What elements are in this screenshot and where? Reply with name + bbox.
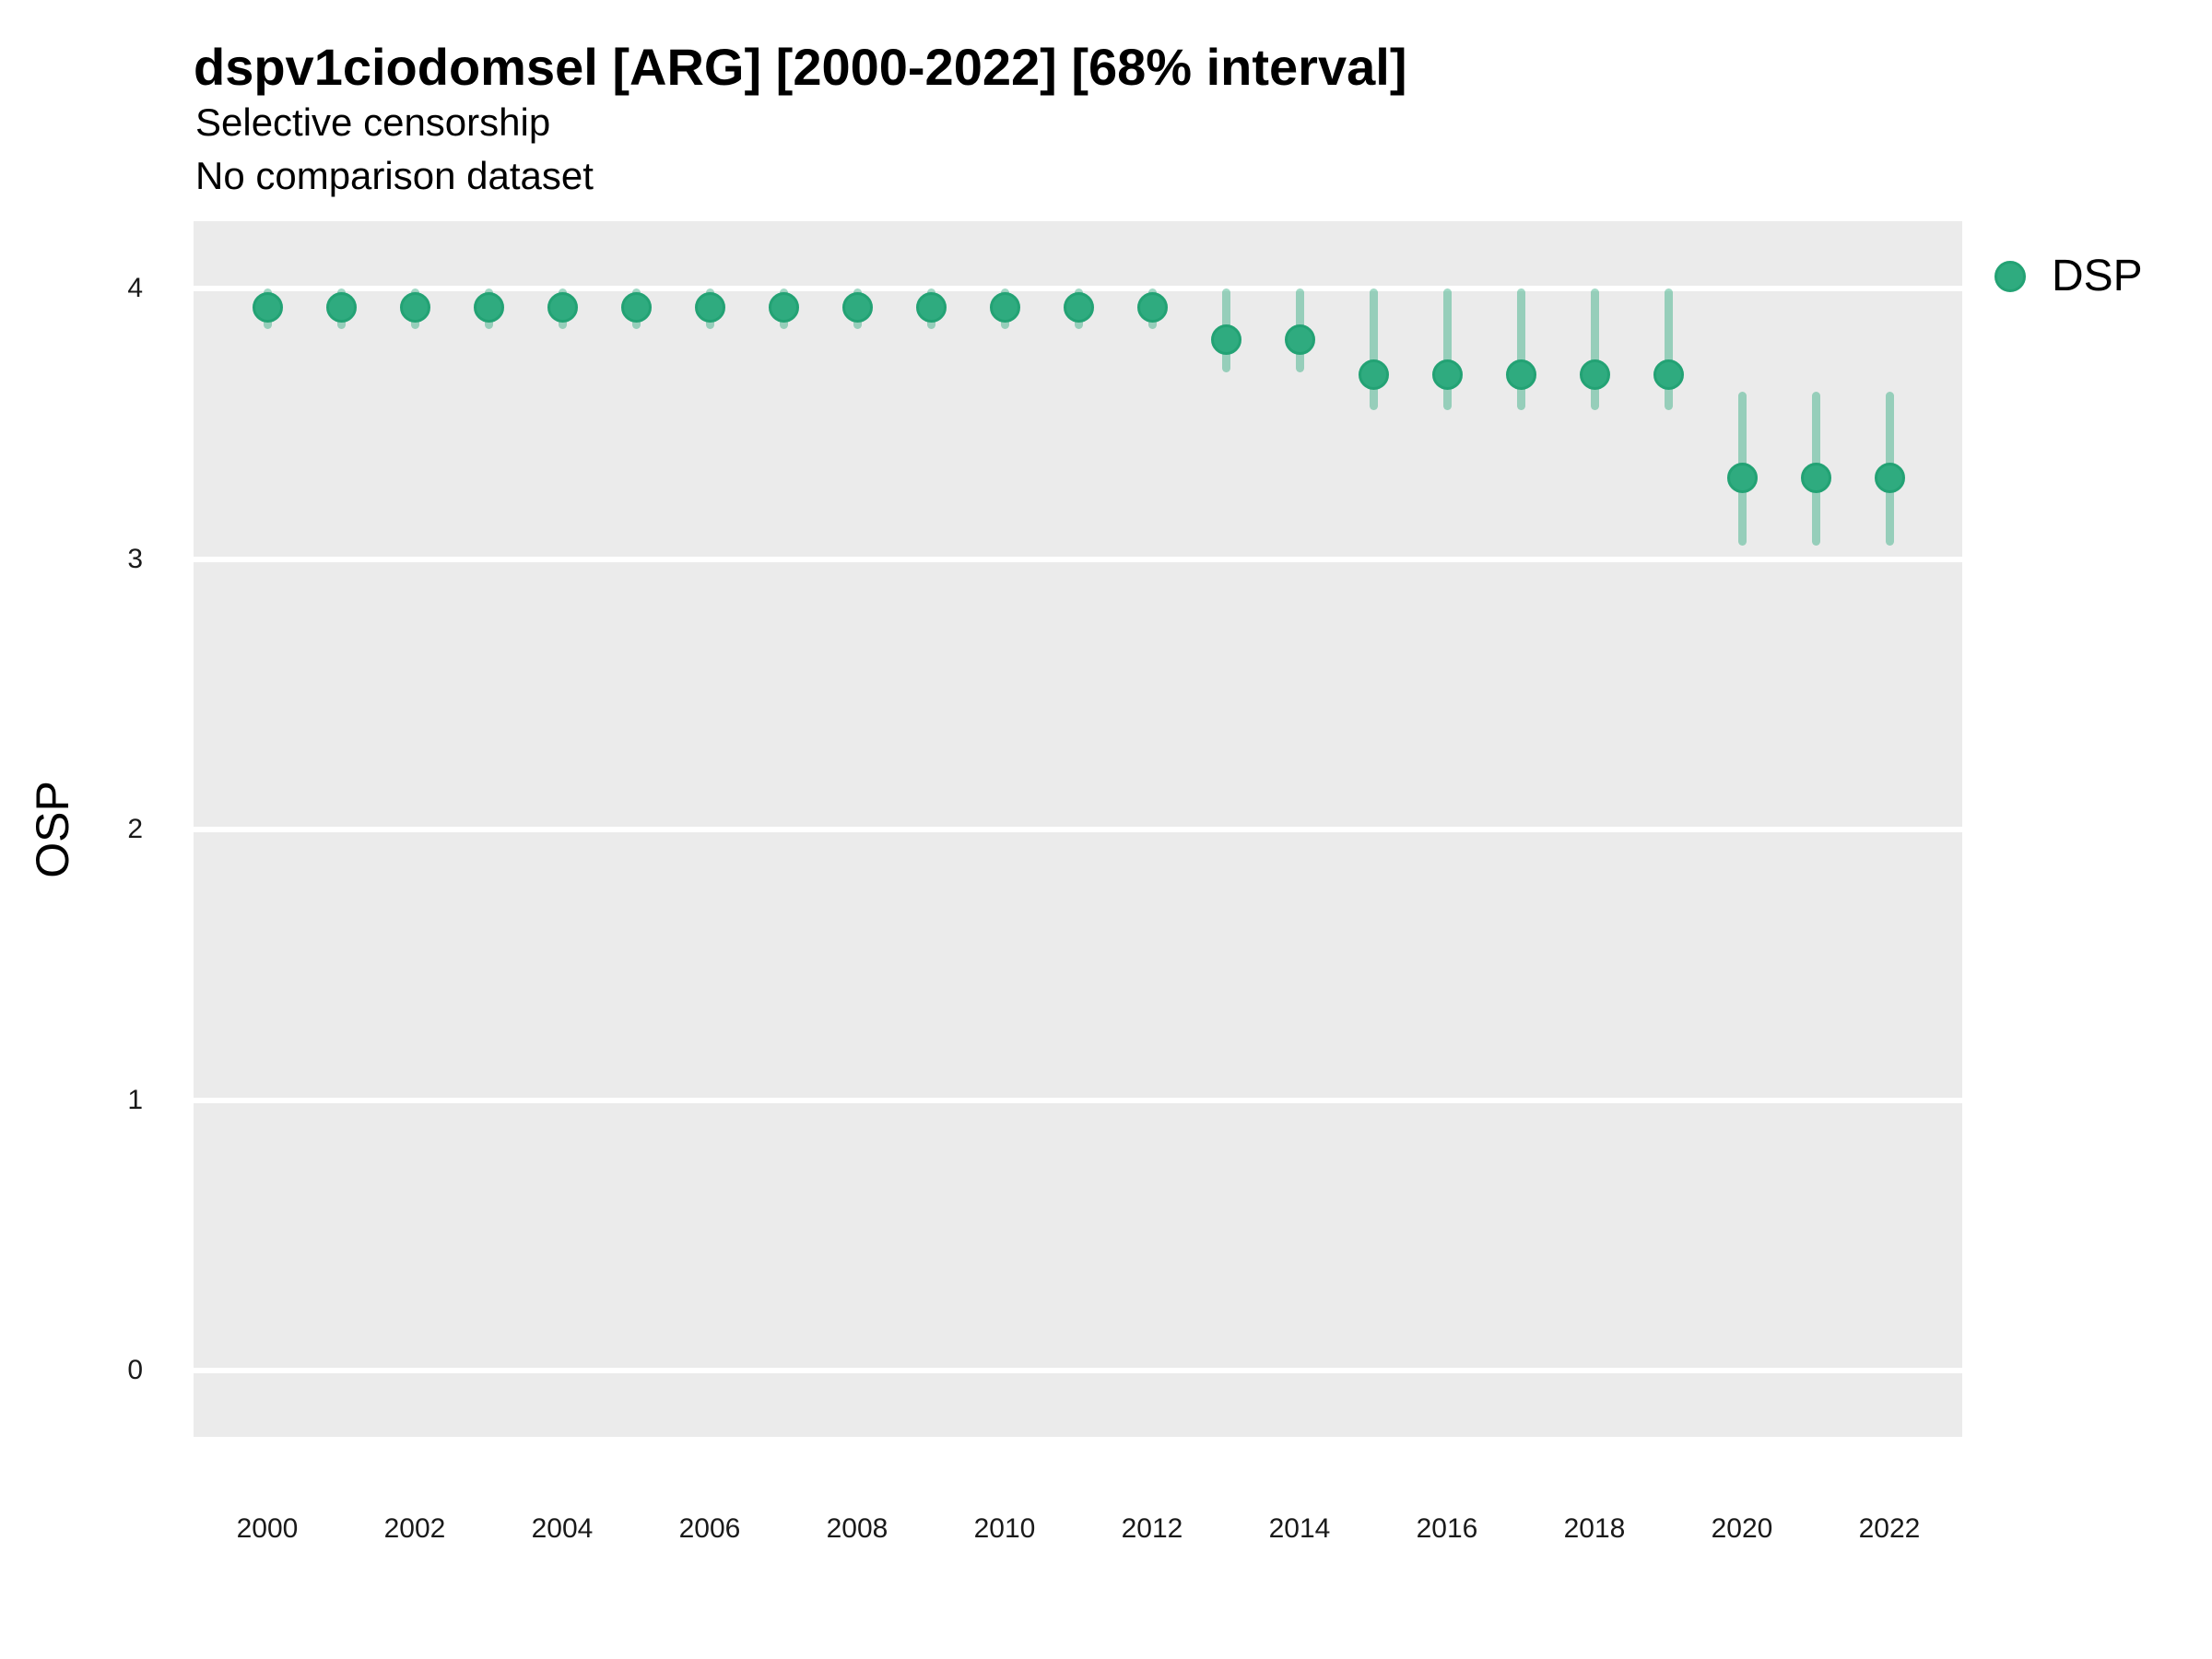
gridline-y-1 — [194, 1097, 1962, 1103]
x-tick-label-2018: 2018 — [1563, 1513, 1626, 1544]
x-tick-label-2016: 2016 — [1416, 1513, 1478, 1544]
data-point-2022 — [1874, 462, 1905, 493]
data-point-2007 — [768, 292, 799, 324]
x-tick-label-2022: 2022 — [1858, 1513, 1921, 1544]
data-point-2019 — [1653, 359, 1684, 391]
data-point-2012 — [1136, 292, 1168, 324]
x-tick-label-2012: 2012 — [1121, 1513, 1183, 1544]
x-tick-label-2014: 2014 — [1268, 1513, 1331, 1544]
chart-subtitle-line2: No comparison dataset — [195, 154, 594, 197]
y-tick-label-2: 2 — [127, 814, 143, 844]
y-tick-label-4: 4 — [127, 273, 143, 303]
x-tick-label-2002: 2002 — [383, 1513, 446, 1544]
data-point-2020 — [1726, 462, 1758, 493]
data-point-2001 — [325, 292, 357, 324]
gridline-y-3 — [194, 556, 1962, 562]
x-tick-label-2000: 2000 — [236, 1513, 299, 1544]
data-point-2000 — [252, 292, 283, 324]
error-bar-2017 — [1516, 288, 1525, 411]
data-point-2013 — [1210, 324, 1241, 356]
y-tick-label-0: 0 — [127, 1355, 143, 1385]
data-point-2011 — [1063, 292, 1094, 324]
data-point-2004 — [547, 292, 578, 324]
data-point-2015 — [1358, 359, 1389, 391]
error-bar-2019 — [1664, 288, 1673, 411]
error-bar-2016 — [1442, 288, 1452, 411]
data-point-2014 — [1284, 324, 1315, 356]
legend: DSP — [1994, 254, 2143, 299]
data-point-2002 — [399, 292, 430, 324]
legend-dsp-label: DSP — [2052, 252, 2143, 300]
x-tick-label-2020: 2020 — [1711, 1513, 1773, 1544]
x-tick-label-2010: 2010 — [973, 1513, 1036, 1544]
legend-dsp-swatch-icon — [1994, 261, 2026, 292]
error-bar-2015 — [1369, 288, 1378, 411]
x-tick-label-2006: 2006 — [678, 1513, 741, 1544]
data-point-2010 — [989, 292, 1020, 324]
data-point-2017 — [1505, 359, 1536, 391]
x-tick-label-2008: 2008 — [826, 1513, 888, 1544]
data-point-2006 — [694, 292, 725, 324]
error-bar-2018 — [1590, 288, 1599, 411]
x-tick-label-2004: 2004 — [531, 1513, 594, 1544]
data-point-2008 — [841, 292, 873, 324]
chart-title: dspv1ciodomsel [ARG] [2000-2022] [68% in… — [194, 38, 1407, 96]
y-tick-label-3: 3 — [127, 543, 143, 574]
chart-subtitle-line1: Selective censorship — [195, 100, 551, 144]
plot-panel — [194, 221, 1962, 1437]
data-point-2021 — [1800, 462, 1831, 493]
data-point-2009 — [915, 292, 947, 324]
data-point-2016 — [1431, 359, 1463, 391]
gridline-y-4 — [194, 286, 1962, 291]
data-point-2003 — [473, 292, 504, 324]
data-point-2005 — [620, 292, 652, 324]
y-tick-label-1: 1 — [127, 1084, 143, 1115]
data-point-2018 — [1579, 359, 1610, 391]
gridline-y-2 — [194, 827, 1962, 832]
gridline-y-0 — [194, 1368, 1962, 1373]
